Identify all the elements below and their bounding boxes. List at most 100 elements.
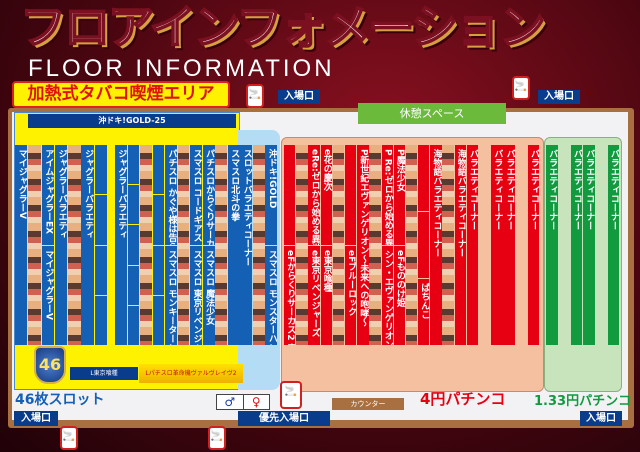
machine-column: 海物語バラエティコーナー — [454, 145, 467, 345]
machine-label: アイムジャグラーEX — [41, 145, 55, 245]
machine-column — [369, 145, 381, 345]
entrance-priority[interactable]: 優先入場口 — [238, 411, 330, 426]
machine-label — [152, 195, 165, 245]
machine-label — [152, 245, 165, 295]
machine-label: バラエティコーナー — [466, 145, 479, 345]
machine-column: マイジャグラーV — [15, 145, 28, 345]
machine-label: スマスロ 東京リベンジャーズ — [190, 245, 202, 345]
rest-space: 休憩スペース — [358, 103, 506, 124]
machine-column: バラエティコーナー — [546, 145, 558, 345]
entrance-bottom-right[interactable]: 入場口 — [580, 411, 622, 426]
machine-column — [177, 145, 190, 345]
slot-top-bar: 沖ドキ!GOLD-25 — [28, 114, 236, 128]
machine-label: バラエティコーナー — [546, 145, 558, 345]
machine-label: e東京リベンジャーズ — [308, 245, 320, 345]
46-slot-badge: 46 — [34, 346, 66, 384]
machine-column — [595, 145, 607, 345]
heated-tobacco-area-label: 加熱式タバコ喫煙エリア — [12, 81, 230, 108]
machine-column: ジャグラーバラエティ — [115, 145, 127, 345]
machine-label — [94, 145, 108, 195]
smoking-area-icon: 🚬 — [60, 426, 78, 450]
machine-label: P Re:ゼロから始める異世界生活 — [381, 145, 393, 245]
machine-art — [215, 145, 228, 345]
machine-label: バラエティコーナー — [503, 145, 515, 345]
machine-art — [28, 145, 41, 345]
machine-column: スマスロ コードギアス スマスロ 東京リベンジャーズ — [190, 145, 202, 345]
machine-label: バラエティコーナー — [527, 145, 540, 345]
machine-art — [252, 145, 265, 345]
machine-column — [140, 145, 152, 345]
machine-label: スマスロ モンスターハンターライズ — [265, 245, 278, 345]
smoking-area-icon: 🚬 — [246, 84, 264, 108]
machine-label: P新世紀エヴァンゲリオン～未来への咆哮～ — [357, 145, 369, 345]
machine-art — [332, 145, 345, 345]
machine-column: ジャグラーバラエティ — [81, 145, 94, 345]
machine-column: 沖ドキ!GOLD スマスロ モンスターハンターライズ — [265, 145, 278, 345]
machine-label — [127, 185, 140, 225]
machine-column: スマスロ北斗の拳 — [227, 145, 240, 345]
machine-column: スロットバラエティコーナー — [240, 145, 253, 345]
female-toilet-icon: ♀ — [251, 395, 261, 409]
machine-label — [127, 305, 140, 346]
machine-label: eFブルーロック — [344, 245, 357, 345]
machine-label: eFもののけ姫 — [393, 245, 406, 345]
smoking-area-icon: 🚬 — [280, 381, 302, 409]
machine-label: スロットバラエティコーナー — [240, 145, 253, 345]
machine-label: 海物語バラエティコーナー — [454, 145, 467, 345]
machine-column — [479, 145, 490, 345]
machine-art — [140, 145, 152, 345]
machine-art — [405, 145, 418, 345]
machine-art — [442, 145, 454, 345]
slot-section-label: 46枚スロット — [15, 392, 105, 408]
machine-label — [418, 212, 430, 278]
machine-art — [68, 145, 81, 345]
machine-label: バラエティコーナー — [607, 145, 620, 345]
page-subtitle: FLOOR INFORMATION — [28, 55, 335, 82]
machine-label: シン・エヴァンゲリオン Type レイ — [381, 245, 393, 345]
machine-label — [418, 145, 430, 211]
machine-label — [152, 145, 165, 195]
machine-label: スマスロ 魔法少女 — [202, 245, 215, 345]
machine-column — [442, 145, 454, 345]
machine-label: パチスロ かぐや様は告らせたい — [165, 145, 177, 245]
machine-label: バラエティコーナー — [570, 145, 583, 345]
machine-column — [127, 145, 140, 346]
machine-label: スマスロ コードギアス — [190, 145, 202, 245]
entrance-bottom-left[interactable]: 入場口 — [14, 411, 58, 426]
entrance-top-center[interactable]: 入場口 — [278, 90, 320, 104]
entrance-top-right[interactable]: 入場口 — [538, 90, 580, 104]
machine-label: ぱちんこ — [418, 279, 430, 345]
smoking-area-icon: 🚬 — [208, 426, 226, 450]
machine-label — [94, 295, 108, 345]
machine-column — [215, 145, 228, 345]
machine-label: バラエティコーナー — [491, 145, 503, 345]
machine-label — [127, 265, 140, 305]
machine-column — [516, 145, 527, 345]
machine-label: スマスロ モンキーターンV — [165, 245, 177, 345]
machine-column: バラエティコーナー — [583, 145, 595, 345]
machine-label: 沖ドキ!GOLD — [265, 145, 278, 245]
pachinko-133yen-label: 1.33円パチンコ — [534, 394, 632, 409]
machine-column — [296, 145, 308, 345]
machine-column — [28, 145, 41, 345]
machine-column: 海物語バラエティコーナー — [430, 145, 442, 345]
slot-bottom-box: Lパチスロ革命機ヴァルヴレイヴ2 — [139, 364, 243, 383]
machine-label — [152, 295, 165, 345]
machine-label: e東京喰種 — [320, 245, 332, 345]
machine-column: P新世紀エヴァンゲリオン～未来への咆哮～ — [357, 145, 369, 345]
machine-column: e花の慶次 e東京喰種 — [320, 145, 332, 345]
machine-label: e花の慶次 — [320, 145, 332, 245]
male-toilet-icon: ♂ — [217, 395, 244, 409]
machine-column: バラエティコーナー — [503, 145, 515, 345]
machine-column: P魔法少女 eFもののけ姫 — [393, 145, 406, 345]
smoking-area-icon: 🚬 — [512, 76, 530, 100]
machine-column: eFブルーロック — [344, 145, 357, 345]
machine-label: ジャグラーバラエティ — [115, 145, 127, 345]
machine-column — [68, 145, 81, 345]
machine-label: パチスロからくりサーカス — [202, 145, 215, 245]
machine-label: 海物語バラエティコーナー — [430, 145, 442, 345]
machine-column — [405, 145, 418, 345]
machine-label — [284, 145, 296, 245]
machine-label: スマスロ北斗の拳 — [227, 145, 240, 345]
machine-label: マイジャグラーV — [41, 245, 55, 345]
